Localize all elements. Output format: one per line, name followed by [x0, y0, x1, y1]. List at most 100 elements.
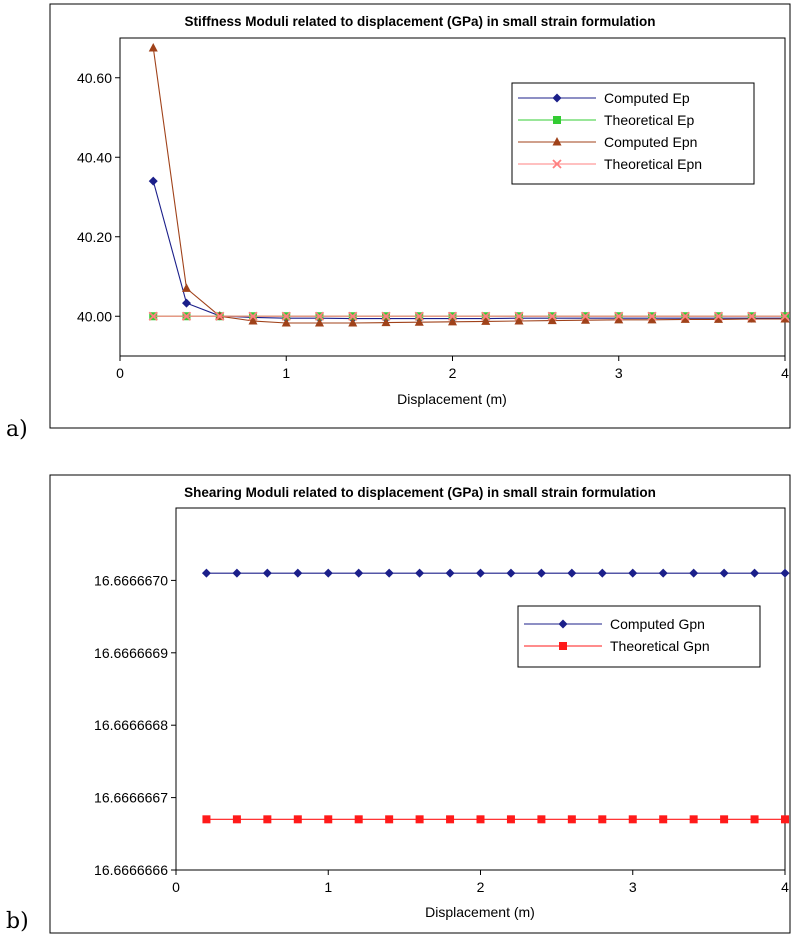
- x-tick-label: 4: [781, 879, 789, 895]
- data-point: [614, 314, 624, 324]
- legend-label: Theoretical Gpn: [610, 638, 710, 654]
- y-tick-label: 40.40: [77, 149, 112, 165]
- x-axis: 0 1 2 3 4: [116, 356, 789, 381]
- panel-label-a: a): [6, 417, 28, 442]
- legend-swatch-marker: [552, 159, 562, 169]
- y-tick-label: 40.20: [77, 229, 112, 245]
- data-point: [148, 311, 158, 321]
- data-point: [384, 568, 394, 578]
- y-tick-label: 40.00: [77, 308, 112, 324]
- data-point: [232, 815, 241, 824]
- data-point: [348, 311, 358, 321]
- data-point: [476, 815, 485, 824]
- data-point: [315, 318, 324, 327]
- legend-entry: Theoretical Epn: [518, 156, 702, 172]
- data-point: [248, 316, 258, 325]
- x-tick-label: 0: [116, 365, 124, 381]
- data-point: [659, 815, 668, 824]
- chart-title: Shearing Moduli related to displacement …: [184, 485, 656, 500]
- data-point: [481, 316, 491, 325]
- data-point: [445, 568, 455, 578]
- data-point: [182, 298, 191, 308]
- x-tick-label: 3: [615, 365, 623, 381]
- y-tick-label: 40.60: [77, 70, 112, 86]
- x-tick-label: 3: [629, 879, 637, 895]
- data-point: [750, 568, 760, 578]
- chart-title: Stiffness Moduli related to displacement…: [184, 14, 655, 29]
- legend-label: Theoretical Epn: [604, 156, 702, 172]
- legend-swatch-marker: [553, 116, 561, 124]
- data-point: [537, 815, 546, 824]
- data-point: [747, 311, 757, 321]
- x-tick-label: 1: [282, 365, 290, 381]
- data-point: [447, 311, 458, 321]
- data-point: [567, 568, 577, 578]
- data-point: [348, 318, 358, 327]
- x-tick-label: 2: [449, 365, 457, 381]
- data-point: [719, 568, 729, 578]
- data-point: [415, 568, 425, 578]
- chart-shearing: Shearing Moduli related to displacement …: [49, 474, 791, 934]
- legend-swatch-marker: [552, 137, 562, 146]
- data-point: [354, 568, 364, 578]
- data-point: [476, 568, 485, 578]
- y-tick-label: 16.6666666: [94, 862, 168, 878]
- legend: Computed Ep Theoretical Ep Computed Epn The…: [518, 90, 702, 172]
- data-point: [536, 568, 546, 578]
- legend: Computed Gpn Theoretical Gpn: [524, 616, 710, 654]
- series-computed-gpn: [201, 568, 790, 578]
- data-point: [385, 815, 394, 824]
- legend-swatch-marker: [558, 619, 568, 629]
- data-point: [714, 314, 723, 323]
- series-line: [152, 47, 785, 324]
- panel-label-b: b): [6, 909, 29, 934]
- x-tick-label: 0: [172, 879, 180, 895]
- data-point: [750, 815, 759, 824]
- data-point: [201, 568, 211, 578]
- data-point: [689, 568, 699, 578]
- data-point: [680, 314, 690, 323]
- data-point: [354, 815, 363, 824]
- data-point: [689, 815, 698, 824]
- data-point: [263, 815, 272, 824]
- legend-swatch-marker: [559, 642, 567, 650]
- x-tick-label: 1: [324, 879, 332, 895]
- data-point: [614, 311, 624, 321]
- data-point: [248, 311, 258, 321]
- data-point: [314, 311, 325, 321]
- y-axis: 40.00 40.20 40.40 40.60: [77, 70, 120, 324]
- data-point: [747, 314, 757, 323]
- series-layer: [148, 42, 790, 327]
- data-point: [580, 311, 591, 321]
- data-point: [680, 311, 690, 321]
- legend-label: Computed Epn: [604, 134, 697, 150]
- data-point: [506, 568, 516, 578]
- data-point: [647, 314, 657, 324]
- chart-stiffness: Stiffness Moduli related to displacement…: [49, 3, 791, 429]
- data-point: [448, 316, 457, 326]
- y-tick-label: 16.6666670: [94, 572, 168, 588]
- data-point: [481, 311, 491, 321]
- data-point: [293, 815, 302, 824]
- legend-swatch-marker: [552, 93, 562, 103]
- legend-entry: Computed Ep: [518, 90, 690, 106]
- legend-box: [511, 82, 755, 185]
- data-point: [202, 815, 211, 824]
- data-point: [148, 42, 158, 52]
- plot-area: [175, 507, 786, 871]
- series-theoretical-epn: [148, 311, 790, 321]
- x-axis: 0 1 2 3 4: [172, 870, 789, 895]
- data-point: [780, 311, 790, 321]
- data-point: [547, 315, 557, 325]
- y-tick-label: 16.6666667: [94, 790, 168, 806]
- legend-label: Computed Ep: [604, 90, 690, 106]
- data-point: [381, 317, 391, 327]
- data-point: [446, 815, 455, 824]
- data-point: [780, 568, 790, 578]
- legend-entry: Computed Epn: [518, 134, 697, 150]
- data-point: [780, 314, 790, 323]
- data-point: [598, 815, 607, 824]
- data-point: [381, 311, 391, 321]
- data-point: [658, 568, 668, 578]
